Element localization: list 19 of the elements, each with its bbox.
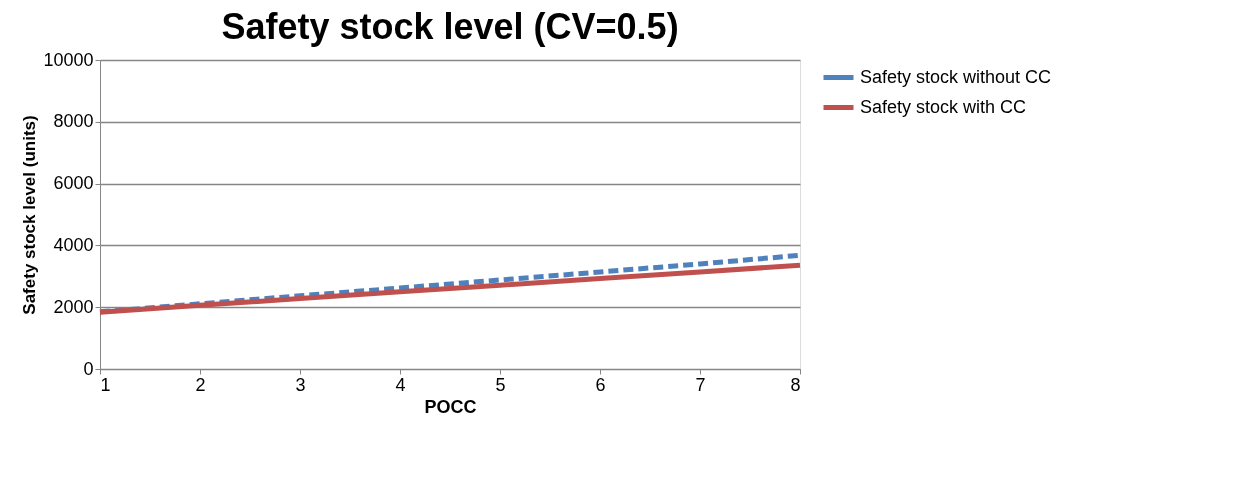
y-tick-label: 8000 bbox=[53, 111, 94, 132]
chart-title: Safety stock level (CV=0.5) bbox=[221, 6, 679, 47]
x-tick-label: 2 bbox=[195, 374, 206, 395]
y-tick-label: 6000 bbox=[53, 173, 94, 194]
x-tick-label: 3 bbox=[295, 374, 306, 395]
y-tick-label: 4000 bbox=[53, 234, 94, 255]
x-tick-label: 1 bbox=[100, 374, 111, 395]
x-tick-label: 6 bbox=[595, 374, 606, 395]
y-tick-label: 0 bbox=[83, 358, 94, 379]
x-tick-label: 5 bbox=[495, 374, 506, 395]
y-axis-title: Safety stock level (units) bbox=[20, 115, 40, 315]
y-tick-label: 2000 bbox=[53, 296, 94, 317]
x-tick-label: 4 bbox=[395, 374, 406, 395]
x-axis-title: POCC bbox=[424, 396, 477, 417]
y-tick-label: 10000 bbox=[43, 49, 94, 70]
x-tick-label: 7 bbox=[695, 374, 706, 395]
legend-label: Safety stock with CC bbox=[860, 96, 1027, 117]
legend-label: Safety stock without CC bbox=[860, 66, 1052, 87]
x-tick-label: 8 bbox=[790, 374, 801, 395]
